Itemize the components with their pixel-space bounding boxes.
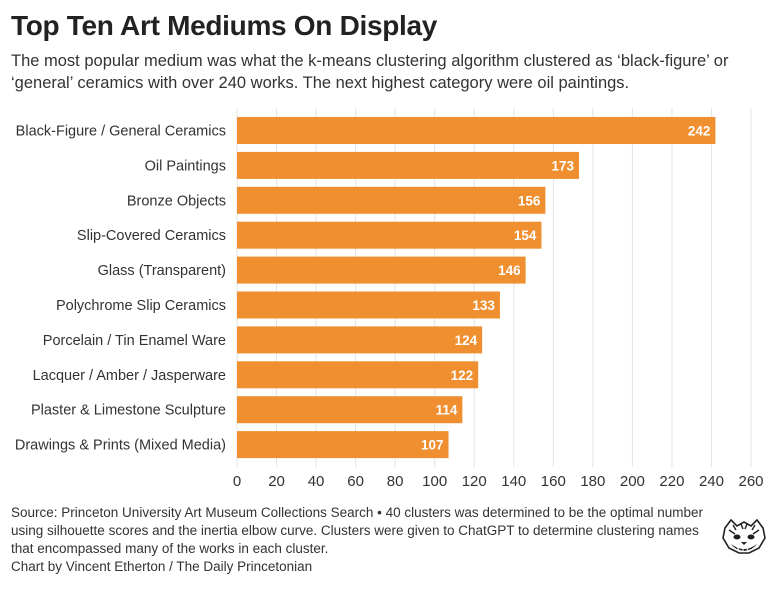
category-label: Polychrome Slip Ceramics [56, 298, 226, 314]
bar [237, 117, 716, 144]
value-label: 154 [514, 228, 537, 243]
category-label: Porcelain / Tin Enamel Ware [43, 333, 226, 349]
x-tick-label: 40 [308, 473, 325, 490]
bar [237, 291, 500, 319]
x-tick-label: 60 [347, 473, 364, 490]
x-tick-label: 0 [233, 473, 241, 490]
x-tick-label: 20 [268, 473, 285, 490]
bar [237, 396, 463, 424]
category-label: Slip-Covered Ceramics [77, 228, 226, 244]
bar [237, 151, 580, 179]
value-label: 146 [498, 263, 521, 278]
x-tick-label: 80 [387, 473, 404, 490]
x-tick-label: 160 [541, 473, 566, 490]
chart-title: Top Ten Art Mediums On Display [11, 10, 438, 41]
bar [237, 326, 483, 354]
category-label: Bronze Objects [127, 193, 226, 209]
category-labels: Black-Figure / General Ceramics Oil Paint… [15, 124, 226, 454]
value-label: 114 [436, 403, 458, 418]
chart-footer: Source: Princeton University Art Museum … [11, 504, 711, 576]
bars [237, 117, 716, 459]
value-label: 133 [472, 298, 495, 313]
value-label: 173 [551, 158, 574, 173]
x-axis-ticks: 0 20 40 60 80 100 120 140 160 180 200 220 240 260 [233, 473, 764, 490]
chart-credit: Chart by Vincent Etherton / The Daily Pr… [11, 559, 313, 574]
bar [237, 221, 542, 249]
daily-princetonian-tiger-icon [722, 518, 766, 554]
bar-chart: Black-Figure / General Ceramics Oil Paint… [15, 108, 764, 490]
x-tick-label: 220 [659, 473, 684, 490]
value-label: 156 [518, 193, 541, 208]
category-label: Lacquer / Amber / Jasperware [33, 368, 226, 384]
value-label: 124 [455, 333, 478, 348]
x-tick-label: 140 [501, 473, 526, 490]
bar [237, 186, 546, 214]
category-label: Drawings & Prints (Mixed Media) [15, 438, 226, 454]
source-note: Source: Princeton University Art Museum … [11, 505, 704, 556]
value-label: 122 [451, 368, 474, 383]
bar [237, 256, 526, 284]
value-labels: 242 173 156 154 146 133 124 122 114 107 [421, 124, 710, 453]
x-tick-label: 200 [620, 473, 645, 490]
x-tick-label: 180 [580, 473, 605, 490]
chart-subtitle: The most popular medium was what the k-m… [11, 52, 729, 92]
category-label: Black-Figure / General Ceramics [16, 124, 226, 140]
x-tick-label: 120 [462, 473, 487, 490]
value-label: 107 [421, 438, 444, 453]
bar [237, 361, 479, 389]
x-tick-label: 260 [738, 473, 763, 490]
bar [237, 431, 449, 459]
value-label: 242 [688, 124, 711, 139]
category-label: Plaster & Limestone Sculpture [31, 403, 226, 419]
x-tick-label: 100 [422, 473, 447, 490]
x-tick-label: 240 [699, 473, 724, 490]
category-label: Oil Paintings [145, 158, 226, 174]
category-label: Glass (Transparent) [98, 263, 226, 279]
